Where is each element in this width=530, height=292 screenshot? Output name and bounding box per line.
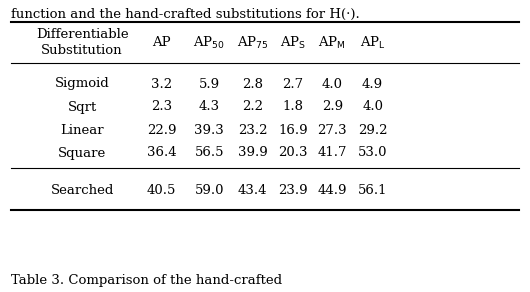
Text: 40.5: 40.5 xyxy=(147,183,176,197)
Text: 27.3: 27.3 xyxy=(317,124,347,136)
Text: AP$_{\mathrm{S}}$: AP$_{\mathrm{S}}$ xyxy=(280,34,306,51)
Text: Linear: Linear xyxy=(60,124,104,136)
Text: 56.5: 56.5 xyxy=(195,147,224,159)
Text: 2.8: 2.8 xyxy=(242,77,263,91)
Text: AP: AP xyxy=(152,36,171,49)
Text: 23.2: 23.2 xyxy=(238,124,268,136)
Text: function and the hand-crafted substitutions for H(·).: function and the hand-crafted substituti… xyxy=(11,8,359,21)
Text: 43.4: 43.4 xyxy=(238,183,268,197)
Text: 29.2: 29.2 xyxy=(358,124,387,136)
Text: 36.4: 36.4 xyxy=(147,147,176,159)
Text: 2.9: 2.9 xyxy=(322,100,343,114)
Text: AP$_{\mathrm{M}}$: AP$_{\mathrm{M}}$ xyxy=(319,34,346,51)
Text: 41.7: 41.7 xyxy=(317,147,347,159)
Text: AP$_{50}$: AP$_{50}$ xyxy=(193,34,225,51)
Text: 44.9: 44.9 xyxy=(317,183,347,197)
Text: 56.1: 56.1 xyxy=(358,183,387,197)
Text: 39.3: 39.3 xyxy=(195,124,224,136)
Text: Searched: Searched xyxy=(50,183,114,197)
Text: 20.3: 20.3 xyxy=(278,147,308,159)
Text: Square: Square xyxy=(58,147,107,159)
Text: 16.9: 16.9 xyxy=(278,124,308,136)
Text: 3.2: 3.2 xyxy=(151,77,172,91)
Text: 2.2: 2.2 xyxy=(242,100,263,114)
Text: Table 3. Comparison of the hand-crafted: Table 3. Comparison of the hand-crafted xyxy=(11,274,282,287)
Text: 4.0: 4.0 xyxy=(362,100,383,114)
Text: 1.8: 1.8 xyxy=(282,100,304,114)
Text: 4.9: 4.9 xyxy=(362,77,383,91)
Text: 4.3: 4.3 xyxy=(199,100,220,114)
Text: 5.9: 5.9 xyxy=(199,77,220,91)
Text: 22.9: 22.9 xyxy=(147,124,176,136)
Text: 59.0: 59.0 xyxy=(195,183,224,197)
Text: 53.0: 53.0 xyxy=(358,147,387,159)
Text: Sqrt: Sqrt xyxy=(67,100,97,114)
Text: Sigmoid: Sigmoid xyxy=(55,77,110,91)
Text: Differentiable
Substitution: Differentiable Substitution xyxy=(36,27,128,58)
Text: 2.7: 2.7 xyxy=(282,77,304,91)
Text: 2.3: 2.3 xyxy=(151,100,172,114)
Text: AP$_{75}$: AP$_{75}$ xyxy=(237,34,269,51)
Text: 39.9: 39.9 xyxy=(238,147,268,159)
Text: 23.9: 23.9 xyxy=(278,183,308,197)
Text: AP$_{\mathrm{L}}$: AP$_{\mathrm{L}}$ xyxy=(360,34,385,51)
Text: 4.0: 4.0 xyxy=(322,77,343,91)
